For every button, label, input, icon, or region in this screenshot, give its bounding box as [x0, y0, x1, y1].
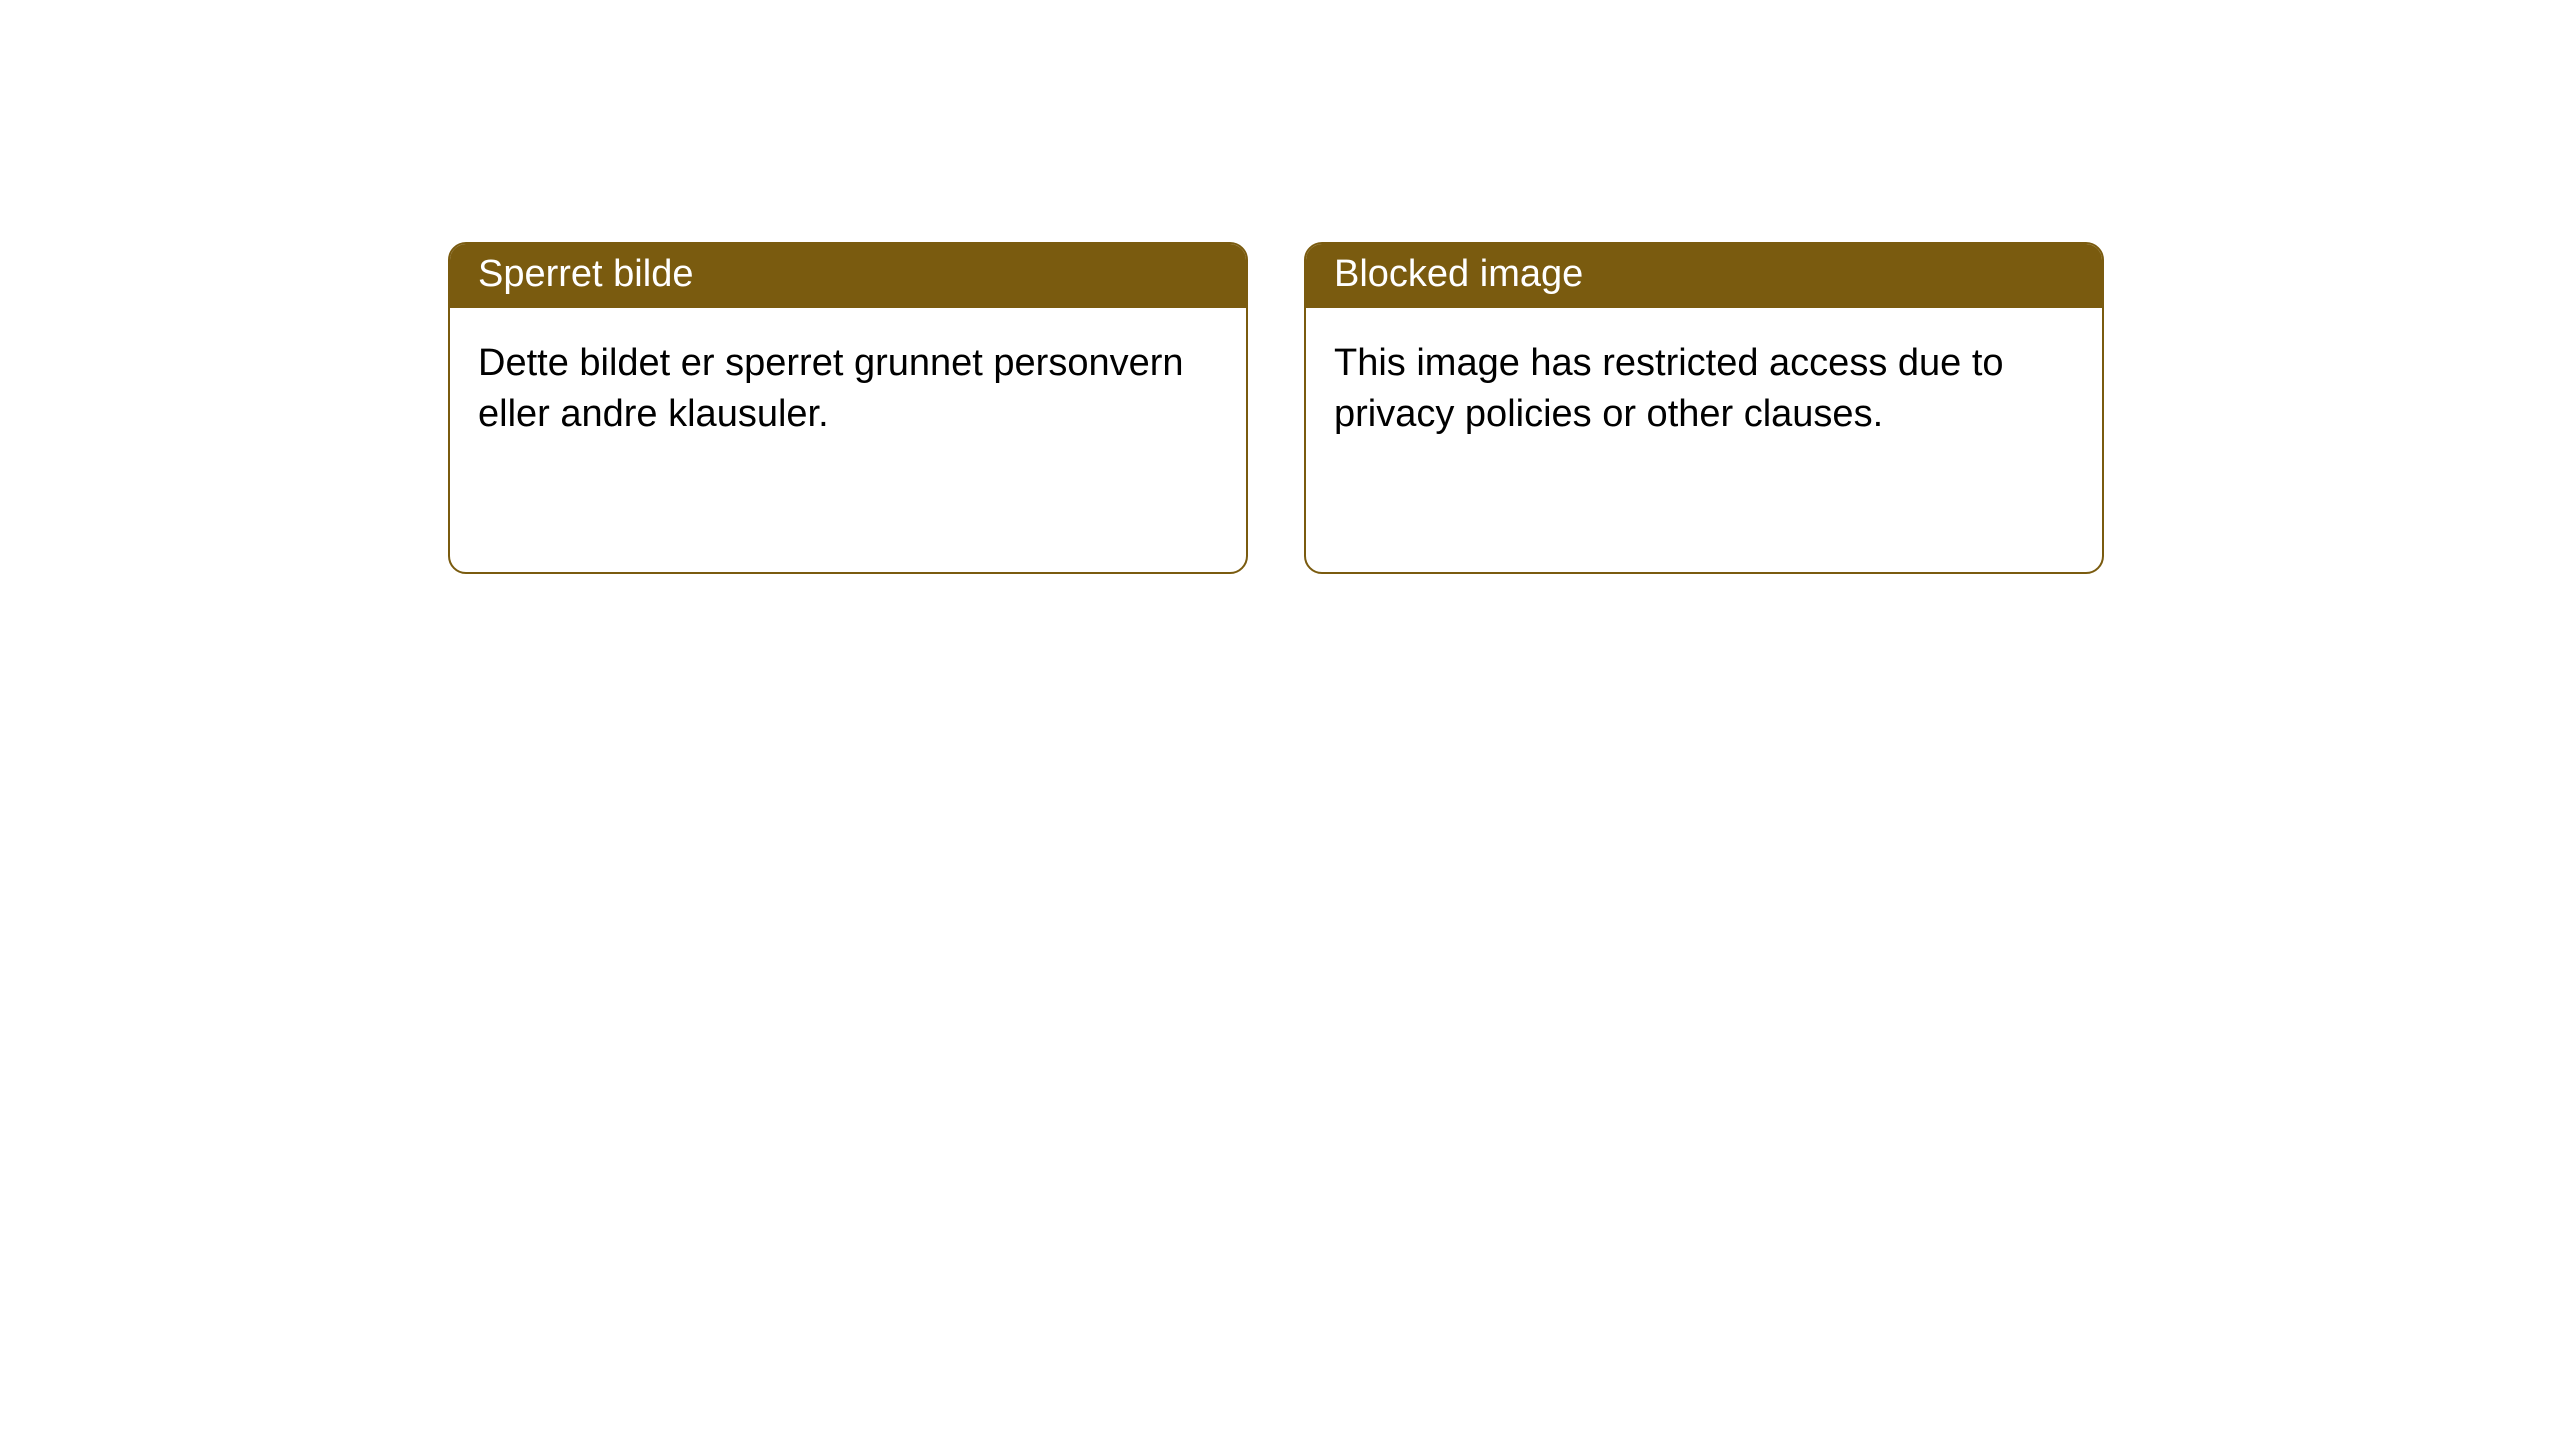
- notice-card-body: This image has restricted access due to …: [1306, 308, 2102, 471]
- notice-card-norwegian: Sperret bilde Dette bildet er sperret gr…: [448, 242, 1248, 574]
- notice-container: Sperret bilde Dette bildet er sperret gr…: [0, 0, 2560, 574]
- notice-card-body: Dette bildet er sperret grunnet personve…: [450, 308, 1246, 471]
- notice-card-title: Sperret bilde: [450, 244, 1246, 308]
- notice-card-english: Blocked image This image has restricted …: [1304, 242, 2104, 574]
- notice-card-title: Blocked image: [1306, 244, 2102, 308]
